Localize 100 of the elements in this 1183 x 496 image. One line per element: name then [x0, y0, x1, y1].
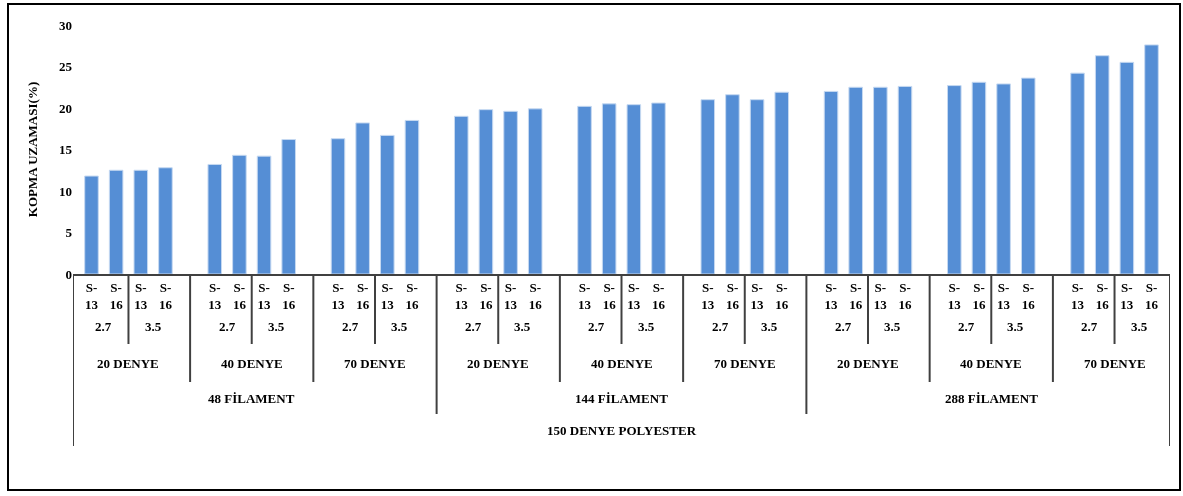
text: 3.5 — [761, 319, 778, 334]
x-tick-label: S-16 — [356, 279, 370, 312]
text: 40 DENYE — [221, 356, 283, 371]
x-tick-label: S-13 — [454, 279, 469, 312]
x-tick-label: S-13 — [627, 279, 641, 312]
x-tick-label: S-13 — [1071, 279, 1085, 312]
bar — [725, 94, 740, 274]
x-tick-label: S-13 — [134, 279, 148, 312]
bar — [330, 138, 346, 274]
x-tick-label: S-13 — [997, 279, 1011, 312]
x-tick-label: S-16 — [282, 279, 296, 312]
x-tick-label: S-16 — [405, 279, 419, 312]
x-tick-label: S-13 — [504, 279, 518, 312]
bar — [774, 91, 790, 274]
bar — [897, 85, 913, 274]
bar — [577, 105, 592, 274]
bar — [84, 175, 99, 274]
text: 2.7 — [342, 319, 359, 334]
text: 2.7 — [588, 319, 605, 334]
bar — [256, 155, 272, 274]
text: 2.7 — [1081, 319, 1098, 334]
text: 2.7 — [95, 319, 112, 334]
text: 20 DENYE — [467, 356, 529, 371]
bar — [404, 119, 420, 274]
bar — [626, 104, 642, 274]
bar — [1144, 44, 1159, 274]
y-tick-label: 0 — [65, 266, 72, 282]
x-tick-label: S-16 — [479, 279, 493, 312]
x-tick-label: S-16 — [158, 279, 173, 312]
bar — [478, 109, 494, 274]
text: 40 DENYE — [591, 356, 653, 371]
text: 40 DENYE — [960, 356, 1022, 371]
x-tick-label: S-13 — [1120, 279, 1134, 312]
y-tick-label: 25 — [59, 59, 73, 75]
bar — [971, 81, 987, 274]
bar — [503, 110, 518, 274]
text: 2.7 — [958, 319, 975, 334]
bar — [651, 102, 666, 274]
x-tick-label: S-16 — [1021, 279, 1036, 312]
x-tick-label: S-13 — [380, 279, 395, 312]
y-tick-label: 5 — [65, 225, 73, 241]
bar — [232, 154, 247, 274]
bar — [1094, 55, 1110, 274]
text: 3.5 — [638, 319, 655, 334]
x-tick-label: S-16 — [232, 279, 247, 312]
y-axis-title: KOPMA UZAMASI(%) — [24, 81, 40, 218]
bar — [380, 134, 395, 274]
x-tick-label: S-16 — [109, 279, 124, 312]
x-tick-label: S-13 — [750, 279, 765, 312]
bar — [700, 99, 716, 274]
x-tick-label: S-16 — [528, 279, 543, 312]
text: 3.5 — [1131, 319, 1148, 334]
bar — [1119, 61, 1135, 274]
text: 3.5 — [268, 319, 285, 334]
x-tick-label: S-13 — [824, 279, 839, 312]
bar — [823, 90, 839, 274]
text: 3.5 — [514, 319, 531, 334]
text: 2.7 — [219, 319, 236, 334]
bar — [453, 115, 469, 274]
bar — [601, 103, 617, 274]
x-tick-label: S-13 — [701, 279, 715, 312]
text: 3.5 — [884, 319, 901, 334]
bar — [108, 169, 124, 274]
text: 3.5 — [145, 319, 162, 334]
text: 150 DENYE POLYESTER — [547, 423, 697, 438]
bar — [1070, 72, 1085, 274]
x-tick-label: S-13 — [578, 279, 592, 312]
text: 2.7 — [835, 319, 852, 334]
text: 70 DENYE — [714, 356, 776, 371]
bar — [996, 83, 1011, 274]
bar — [527, 108, 543, 274]
y-tick-label: 20 — [59, 100, 72, 116]
bar — [281, 139, 296, 274]
bar — [207, 163, 223, 274]
x-tick-label: S-16 — [775, 279, 789, 312]
bar — [749, 99, 765, 274]
text: 144 FİLAMENT — [575, 391, 669, 406]
text: 2.7 — [712, 319, 729, 334]
x-tick-label: S-13 — [84, 279, 99, 312]
x-tick-label: S-16 — [1145, 279, 1159, 312]
bar — [873, 86, 888, 274]
bar — [848, 86, 863, 274]
x-tick-label: S-16 — [725, 279, 740, 312]
text: 3.5 — [391, 319, 408, 334]
text: 70 DENYE — [1084, 356, 1146, 371]
text: 20 DENYE — [837, 356, 899, 371]
x-tick-label: S-16 — [849, 279, 863, 312]
x-tick-label: S-13 — [947, 279, 962, 312]
text: 288 FİLAMENT — [945, 391, 1039, 406]
x-tick-label: S-13 — [331, 279, 346, 312]
text: 48 FİLAMENT — [208, 391, 295, 406]
x-tick-label: S-16 — [651, 279, 666, 312]
bar — [1020, 77, 1036, 274]
x-tick-label: S-13 — [208, 279, 222, 312]
bar — [947, 85, 962, 274]
bar — [133, 169, 149, 274]
y-tick-label: 15 — [59, 142, 73, 158]
bar — [355, 122, 370, 274]
x-tick-label: S-13 — [873, 279, 888, 312]
x-tick-label: S-16 — [898, 279, 912, 312]
